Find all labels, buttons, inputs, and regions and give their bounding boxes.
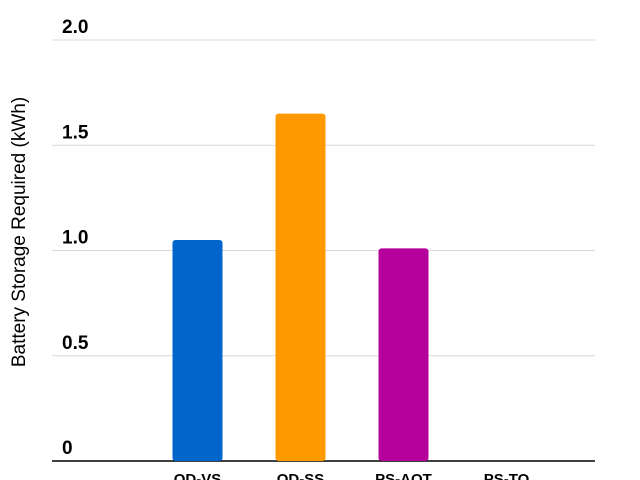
x-tick-label: OD-VS xyxy=(174,471,222,480)
y-tick-label: 2.0 xyxy=(62,17,88,38)
x-tick-label: PS-TO xyxy=(484,471,530,480)
x-tick-label: PS-AOT xyxy=(375,471,432,480)
bar xyxy=(378,248,429,461)
x-tick-label: OD-SS xyxy=(277,471,325,480)
y-tick-label: 1.0 xyxy=(62,228,88,249)
bar xyxy=(172,239,223,461)
bar xyxy=(275,113,326,462)
y-tick-label: 0 xyxy=(62,438,73,459)
y-tick-label: 0.5 xyxy=(62,333,89,354)
y-axis-label: Battery Storage Required (kWh) xyxy=(9,97,30,367)
y-tick-label: 1.5 xyxy=(62,122,89,143)
